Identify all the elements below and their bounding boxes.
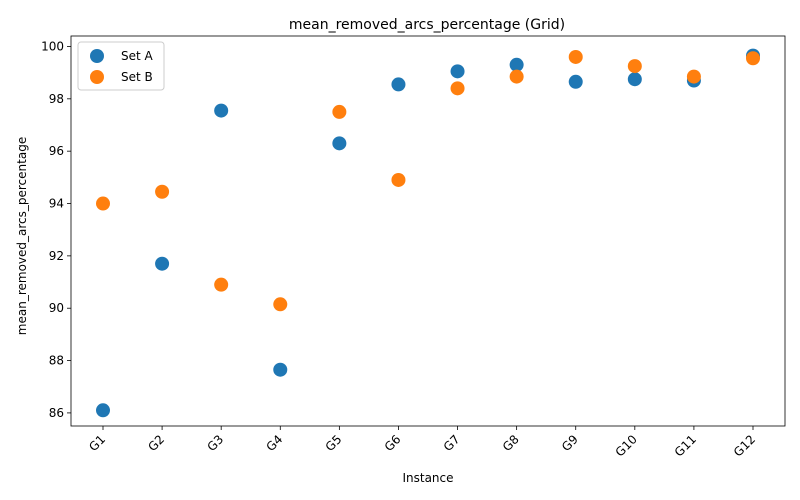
x-tick-label: G3 (204, 432, 226, 454)
x-tick-label: G8 (500, 432, 522, 454)
x-tick-label: G9 (559, 432, 581, 454)
point-set-b-g6 (391, 172, 406, 187)
y-tick-label: 92 (49, 249, 64, 263)
x-axis: G1 G2 G3 G4 G5 G6 G7 G8 G9 G10 G11 G12 (86, 426, 758, 460)
point-set-b-g8 (509, 69, 524, 84)
point-set-a-g4 (273, 362, 288, 377)
y-axis-label: mean_removed_arcs_percentage (15, 137, 29, 335)
x-tick-label: G12 (731, 432, 758, 459)
point-set-a-g3 (214, 103, 229, 118)
point-set-b-g10 (627, 59, 642, 74)
legend-label: Set A (121, 49, 154, 63)
x-tick-label: G10 (613, 432, 640, 459)
point-set-b-g4 (273, 297, 288, 312)
x-axis-label: Instance (402, 471, 453, 485)
point-set-a-g10 (627, 72, 642, 87)
point-set-a-g1 (96, 403, 110, 418)
plot-area (70, 35, 786, 427)
point-set-b-g11 (686, 69, 701, 84)
y-tick-label: 96 (49, 144, 64, 158)
legend-label: Set B (121, 70, 153, 84)
legend-marker (90, 49, 104, 63)
legend: Set A Set B (77, 41, 165, 91)
y-tick-label: 88 (49, 354, 64, 368)
point-set-b-g7 (450, 81, 465, 96)
y-tick-label: 100 (41, 39, 64, 53)
y-axis: 86 88 90 92 94 96 98 100 (41, 39, 71, 420)
y-tick-label: 94 (49, 197, 64, 211)
chart-title: mean_removed_arcs_percentage (Grid) (289, 17, 565, 33)
point-set-b-g3 (214, 277, 229, 292)
x-tick-label: G6 (382, 432, 404, 454)
point-set-a-g2 (155, 256, 170, 271)
y-tick-label: 90 (49, 301, 64, 315)
y-tick-label: 86 (49, 406, 64, 420)
point-set-b-g2 (155, 184, 170, 199)
point-set-a-g6 (391, 77, 406, 92)
x-tick-label: G7 (441, 432, 463, 454)
point-set-a-g5 (332, 136, 347, 151)
x-tick-label: G4 (264, 432, 286, 454)
point-set-b-g9 (568, 49, 583, 64)
x-tick-label: G11 (672, 432, 699, 459)
x-tick-label: G2 (145, 432, 167, 454)
x-tick-label: G5 (323, 432, 345, 454)
point-set-b-g1 (96, 196, 110, 211)
x-tick-label: G1 (86, 432, 108, 454)
y-tick-label: 98 (49, 92, 64, 106)
point-set-a-g8 (509, 57, 524, 72)
legend-marker (90, 70, 104, 84)
point-set-b-g5 (332, 104, 347, 119)
data-points (96, 48, 760, 418)
point-set-b-g12 (746, 51, 760, 66)
point-set-a-g9 (568, 74, 583, 89)
point-set-a-g7 (450, 64, 465, 79)
